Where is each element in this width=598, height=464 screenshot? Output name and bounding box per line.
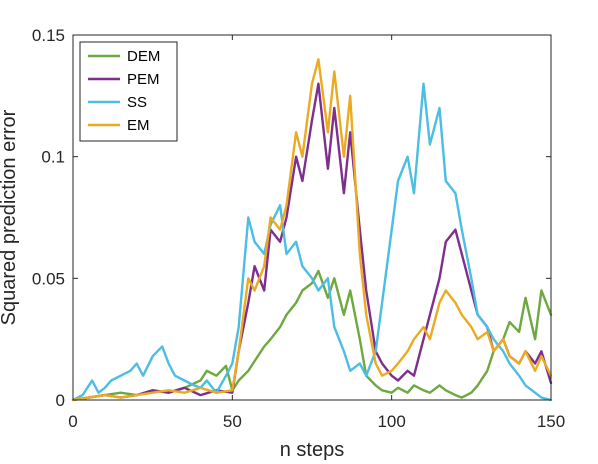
axes-box <box>72 34 552 401</box>
y-tick-label: 0 <box>56 391 65 410</box>
y-axis-label: Squared prediction error <box>0 109 20 325</box>
x-tick-label: 100 <box>377 412 405 431</box>
tick-group: 0 50 100 150 0 0.05 0.1 0.15 <box>32 26 565 431</box>
legend-label-em: EM <box>127 117 150 134</box>
y-tick-label: 0.15 <box>32 26 65 45</box>
legend-label-ss: SS <box>127 94 147 111</box>
legend-label-pem: PEM <box>127 71 160 88</box>
x-axis-label: n steps <box>280 439 344 461</box>
y-tick-label: 0.1 <box>41 148 65 167</box>
series-line-ss <box>71 82 553 402</box>
series-group <box>71 58 553 402</box>
x-tick-label: 0 <box>68 412 77 431</box>
series-line-em <box>71 58 553 402</box>
x-tick-label: 150 <box>537 412 565 431</box>
legend-label-dem: DEM <box>127 48 160 65</box>
y-tick-label: 0.05 <box>32 269 65 288</box>
legend: DEM PEM SS EM <box>79 41 178 142</box>
series-line-dem <box>71 269 553 402</box>
x-tick-label: 50 <box>223 412 242 431</box>
